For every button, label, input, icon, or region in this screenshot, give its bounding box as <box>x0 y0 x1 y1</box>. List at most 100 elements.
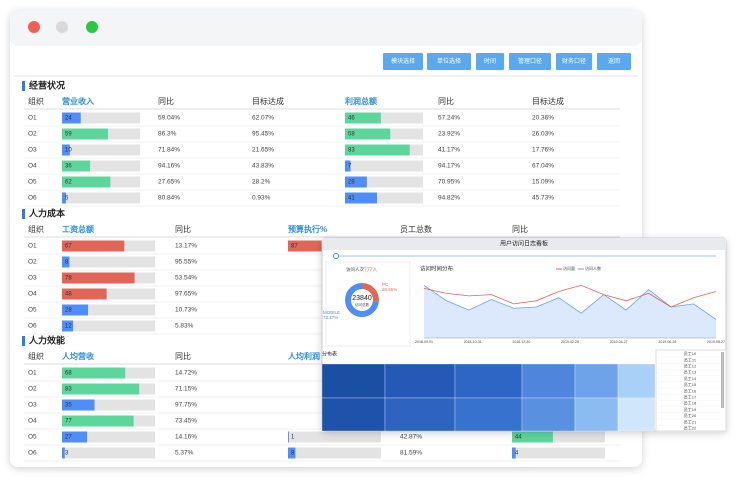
dashboard-title: 用户访问日志看板 <box>500 240 548 248</box>
bar-value: 27 <box>65 435 72 441</box>
heatmap-cell <box>574 363 619 399</box>
heatmap-cell <box>384 397 456 432</box>
bar-fill <box>288 431 289 443</box>
bar-value: 62 <box>65 180 72 186</box>
donut-segment <box>361 283 379 302</box>
segment-label: 73.17% <box>323 315 338 320</box>
heatmap-cell <box>617 397 656 432</box>
list-item: 员工15 <box>684 381 697 387</box>
list-panel <box>655 349 727 432</box>
percent-cell: 71.84% <box>158 147 180 154</box>
bar-value: 83 <box>348 148 355 154</box>
scrollbar[interactable] <box>721 352 724 408</box>
percent-cell: 27.65% <box>158 179 180 186</box>
org-label: O3 <box>28 147 37 154</box>
bar-value: 12 <box>65 324 72 330</box>
section-marker <box>22 81 25 91</box>
org-label: O3 <box>28 275 37 282</box>
percent-cell: 14.72% <box>175 370 197 377</box>
toolbar-button[interactable] <box>476 53 504 70</box>
percent-cell: 45.73% <box>532 195 554 202</box>
section-marker <box>22 209 25 219</box>
bar-value: 77 <box>65 419 72 425</box>
bar-track <box>62 304 155 316</box>
org-label: O5 <box>28 179 37 186</box>
org-label: O6 <box>28 450 37 457</box>
button-label: 财务口径 <box>562 57 586 65</box>
column-header: 利润总额 <box>344 96 377 106</box>
x-label: 2018-12-30 <box>512 340 530 344</box>
bar-value: 87 <box>291 244 298 250</box>
percent-cell: 97.65% <box>175 291 197 298</box>
percent-cell: 53.54% <box>175 275 197 282</box>
toolbar-button[interactable] <box>509 53 551 70</box>
bar-value: 68 <box>65 371 72 377</box>
list-item: 员工12 <box>684 362 697 368</box>
toolbar-button[interactable] <box>383 53 423 70</box>
segment-label: 26.65% <box>382 287 397 292</box>
percent-cell: 42.87% <box>400 434 422 441</box>
percent-cell: 26.03% <box>532 131 554 138</box>
percent-cell: 17.76% <box>532 147 554 154</box>
visits-value: 777人 <box>364 267 377 273</box>
button-label: 时间 <box>484 57 496 65</box>
org-label: O5 <box>28 434 37 441</box>
toolbar-button[interactable] <box>597 53 631 70</box>
bar-value: 78 <box>65 276 72 282</box>
bar-fill <box>62 447 65 459</box>
percent-cell: 71.15% <box>175 386 197 393</box>
bar-fill <box>62 112 81 124</box>
visits-label: 访问人次 <box>346 266 364 273</box>
bar-value: 46 <box>348 116 355 122</box>
x-label: 2018-09-01 <box>415 340 433 344</box>
max-dot[interactable] <box>86 21 98 33</box>
slider-handle[interactable] <box>333 253 339 259</box>
bar-value: 4 <box>515 451 519 457</box>
percent-cell: 41.17% <box>438 147 460 154</box>
toolbar-button[interactable] <box>427 53 471 70</box>
org-label: O2 <box>28 386 37 393</box>
bar-fill <box>345 128 391 140</box>
percent-cell: 57.24% <box>438 115 460 122</box>
bar-fill <box>512 431 553 443</box>
column-header: 人均营收 <box>62 351 94 361</box>
column-header: 工资总额 <box>62 224 94 234</box>
org-label: O5 <box>28 307 37 314</box>
bar-track <box>62 447 155 459</box>
column-header: 同比 <box>512 224 528 234</box>
bar-track <box>288 447 381 459</box>
bar-fill <box>62 144 70 156</box>
org-label: O1 <box>28 243 37 250</box>
org-label: O1 <box>28 370 37 377</box>
button-label: 单位选择 <box>437 57 461 65</box>
list-item: 员工19 <box>684 406 697 412</box>
x-label: 2019-06-26 <box>658 340 676 344</box>
list-item: 员工16 <box>684 387 697 393</box>
org-label: O1 <box>28 115 37 122</box>
percent-cell: 14.16% <box>175 434 197 441</box>
series-line <box>423 284 717 320</box>
bar-fill <box>62 415 134 427</box>
column-header: 目标达成 <box>532 96 564 106</box>
bar-value: 83 <box>65 387 72 393</box>
percent-cell: 80.84% <box>158 195 180 202</box>
button-label: 返回 <box>608 58 620 65</box>
bar-fill <box>62 367 126 379</box>
heatmap-cell <box>574 397 619 432</box>
min-dot[interactable] <box>56 21 68 33</box>
percent-cell: 94.82% <box>438 195 460 202</box>
org-label: O4 <box>28 163 37 170</box>
org-label: O2 <box>28 131 37 138</box>
percent-cell: 70.95% <box>438 179 460 186</box>
percent-cell: 67.04% <box>532 163 554 170</box>
bar-value: 3 <box>65 451 69 457</box>
bar-fill <box>512 447 516 459</box>
toolbar-button[interactable] <box>556 53 592 70</box>
kpi-card <box>325 261 411 347</box>
close-dot[interactable] <box>28 21 40 33</box>
percent-cell: 20.36% <box>532 115 554 122</box>
org-label: O4 <box>28 418 37 425</box>
bar-fill <box>62 128 109 140</box>
bar-fill <box>62 240 125 252</box>
x-label: 2019-02-28 <box>561 340 579 344</box>
